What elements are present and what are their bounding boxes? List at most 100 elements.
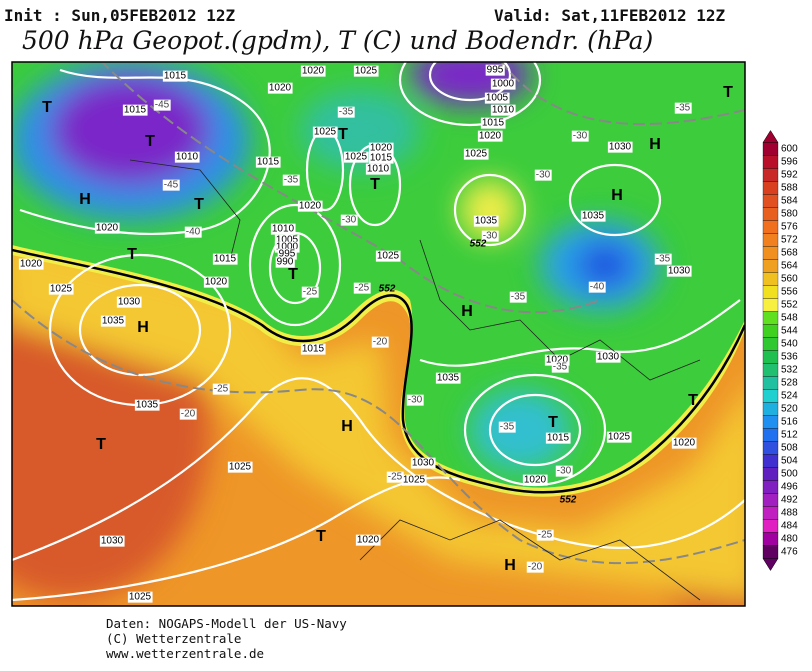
isobar-label-box <box>297 200 323 212</box>
colorbar-swatch <box>762 506 779 520</box>
isobar-label: 1025 <box>345 152 368 163</box>
isobar-label-box <box>116 296 142 308</box>
pressure-center: H <box>137 319 149 336</box>
map-frame <box>11 61 746 607</box>
colorbar-label: 544 <box>781 326 798 337</box>
isobar-label-box <box>275 256 295 268</box>
pressure-center: T <box>145 133 155 150</box>
colorbar-swatch <box>762 493 779 507</box>
isobar-label: 1015 <box>257 157 280 168</box>
colorbar-swatch <box>762 428 779 442</box>
temperature-label: -30 <box>573 131 588 142</box>
isobar-label: 1020 <box>524 475 547 486</box>
isobar-label: 1025 <box>403 475 426 486</box>
isobar-label: 1030 <box>609 142 632 153</box>
isobar-label: 1020 <box>673 438 696 449</box>
isobar-label: 1010 <box>272 224 295 235</box>
isobar-label-box <box>607 141 633 153</box>
colorbar-swatch <box>762 363 779 377</box>
temperature-label-box <box>212 383 230 395</box>
isobar-label: 995 <box>487 65 504 76</box>
isobar-label: 1010 <box>492 105 515 116</box>
isobar-label: 1025 <box>355 66 378 77</box>
isobar-label: 1035 <box>136 400 159 411</box>
isobar-label: 1020 <box>20 259 43 270</box>
temperature-label: -25 <box>214 384 229 395</box>
isobar-label: 1015 <box>302 344 325 355</box>
colorbar-label: 572 <box>781 235 798 246</box>
temperature-label: -35 <box>553 362 568 373</box>
isobar-label-box <box>368 142 394 154</box>
isobar-label: 990 <box>277 257 294 268</box>
temperature-label-box <box>371 336 389 348</box>
isobar-label: 1030 <box>101 536 124 547</box>
colorbar-label: 496 <box>781 482 798 493</box>
temperature-label-box <box>498 421 516 433</box>
colorbar-label: 584 <box>781 196 798 207</box>
isobar-label: 1030 <box>412 458 435 469</box>
isobar-label-box <box>545 432 571 444</box>
temperature-label-box <box>340 214 358 226</box>
isobar-label: 1020 <box>96 223 119 234</box>
colorbar-swatch <box>762 285 779 299</box>
temperature-label-box <box>184 226 202 238</box>
isobar-label: 1010 <box>367 164 390 175</box>
isobar-label-box <box>94 222 120 234</box>
colorbar-label: 512 <box>781 430 798 441</box>
isobar-label-box <box>473 215 499 227</box>
isobar-label-box <box>484 92 510 104</box>
footer-line: www.wetterzentrale.de <box>106 646 265 661</box>
isobar-label: 1025 <box>314 127 337 138</box>
colorbar-swatch <box>762 545 779 559</box>
isobar-label: 1020 <box>269 83 292 94</box>
isobar-label-box <box>544 354 570 366</box>
colorbar-label: 524 <box>781 391 798 402</box>
colorbar-swatch <box>762 142 779 156</box>
isobar-label: 1025 <box>50 284 73 295</box>
colorbar-swatch <box>762 467 779 481</box>
isobar-label-box <box>122 104 148 116</box>
colorbar-swatch <box>762 272 779 286</box>
footer-line: Daten: NOGAPS-Modell der US-Navy <box>106 616 347 631</box>
temperature-label: -40 <box>186 227 201 238</box>
colorbar-label: 560 <box>781 274 798 285</box>
temperature-label: -35 <box>284 175 299 186</box>
isobar-label: 1025 <box>129 592 152 603</box>
colorbar-label: 576 <box>781 222 798 233</box>
colorbar-label: 516 <box>781 417 798 428</box>
isobar-label-box <box>375 250 401 262</box>
pressure-center: H <box>341 418 353 435</box>
isobar-label-box <box>365 163 391 175</box>
isobar-label-box <box>595 351 621 363</box>
colorbar-swatch <box>762 337 779 351</box>
temperature-label: -40 <box>590 282 605 293</box>
isobar-label-box <box>227 461 253 473</box>
pressure-center: H <box>461 303 473 320</box>
colorbar-swatch <box>762 168 779 182</box>
temperature-label-box <box>337 106 355 118</box>
isobar-label-box <box>463 148 489 160</box>
isobar-label-box <box>666 265 692 277</box>
isobar-label-box <box>99 535 125 547</box>
pressure-center: T <box>194 196 204 213</box>
colorbar-label: 504 <box>781 456 798 467</box>
isobar-label: 1020 <box>299 201 322 212</box>
isobar-label: 1015 <box>124 105 147 116</box>
temperature-label-box <box>571 130 589 142</box>
isobar-label: 1020 <box>370 143 393 154</box>
colorbar-swatch <box>762 259 779 273</box>
height-label: 552 <box>470 239 487 250</box>
colorbar-label: 592 <box>781 170 798 181</box>
colorbar-end <box>762 130 779 143</box>
isobar-label-box <box>490 104 516 116</box>
colorbar-swatch <box>762 350 779 364</box>
isobar-label: 1025 <box>229 462 252 473</box>
isobar-label: 1000 <box>276 242 299 253</box>
temperature-label: -35 <box>500 422 515 433</box>
temperature-label-box <box>654 253 672 265</box>
temperature-label-box <box>674 102 692 114</box>
temperature-label-box <box>301 286 319 298</box>
chart-title: 500 hPa Geopot.(gpdm), T (C) und Bodendr… <box>22 26 654 55</box>
colorbar-swatch <box>762 181 779 195</box>
